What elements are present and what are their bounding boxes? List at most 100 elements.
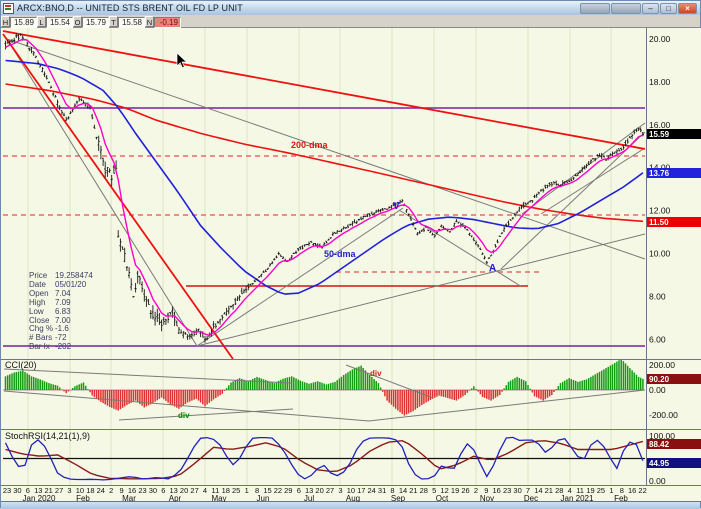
info-row: Bar Ix -202 [29,342,72,352]
stoch-axis-tick: 100.00 [649,431,675,441]
date-axis-tick: 2 [109,486,113,495]
restore-button[interactable]: □ [660,3,677,14]
info-row: Date 05/01/20 [29,279,87,289]
info-row: # Bars -72 [29,333,67,343]
date-axis-tick: 8 [390,486,394,495]
cci-axis-tick: 0.00 [649,385,666,395]
ma50-badge: 13.76 [647,168,701,178]
quote-field-label-H: H [1,16,10,27]
date-axis-tick: 9 [120,486,124,495]
cci-panel-label: CCI(20) [5,360,37,370]
price-axis-tick: 20.00 [649,34,671,44]
titlebar-tool-button-1[interactable] [580,3,610,14]
date-axis-tick: 30 [513,486,521,495]
date-axis-tick: 17 [357,486,365,495]
date-axis-month: Dec [524,494,538,502]
quote-bar: H 15.89 L 15.54 O 15.79 T 15.58 N -0.19 [1,15,700,28]
date-axis-tick: 18 [86,486,94,495]
date-axis-tick: 24 [97,486,105,495]
date-axis-month: Jan 2020 [23,494,56,502]
quote-field-label-O: O [73,16,82,27]
date-axis-tick: 3 [67,486,71,495]
date-axis-tick: 29 [284,486,292,495]
date-axis-tick: 11 [576,486,584,495]
date-axis-tick: 4 [568,486,572,495]
date-axis-tick: 23 [3,486,11,495]
svg-text:90.20: 90.20 [649,375,670,384]
svg-text:11.50: 11.50 [649,218,669,227]
cci-axis-tick: 200.00 [649,360,675,370]
date-axis-tick: 11 [212,486,220,495]
titlebar-tool-button-2[interactable] [611,3,641,14]
date-axis-tick: 5 [432,486,436,495]
date-axis-month: May [211,494,226,502]
date-axis-tick: 21 [409,486,417,495]
date-axis-tick: 8 [620,486,624,495]
date-axis-tick: 30 [13,486,21,495]
cci-badge: 90.20 [647,374,701,384]
ma200-badge: 11.50 [647,217,701,227]
date-axis-tick: 30 [149,486,157,495]
date-axis-tick: 26 [461,486,469,495]
cci-axis-tick: -200.00 [649,410,678,420]
info-row: Price 19.258474 [29,271,93,280]
date-axis-tick: 25 [597,486,605,495]
svg-text:15.59: 15.59 [649,130,670,139]
date-axis-tick: 27 [55,486,63,495]
date-axis-tick: 19 [451,486,459,495]
date-axis-month: Aug [346,494,360,502]
price-axis-tick: 16.00 [649,120,671,130]
date-axis-tick: 13 [305,486,313,495]
date-axis-tick: 8 [255,486,259,495]
stoch-panel-label: StochRSI(14,21(1),9) [5,431,90,441]
date-axis-tick: 3 [338,486,342,495]
date-axis-tick: 24 [368,486,376,495]
date-axis-month: Oct [436,494,449,502]
price-axis-tick: 8.00 [649,291,666,301]
date-axis-month: Nov [480,494,494,502]
stoch-slow-badge: 88.42 [647,439,701,449]
price-axis-tick: 10.00 [649,249,671,259]
date-axis-tick: 6 [297,486,301,495]
price-axis-tick: 6.00 [649,334,666,344]
date-axis-tick: 6 [26,486,30,495]
quote-field-value-O: 15.79 [82,17,109,28]
date-axis-tick: 21 [545,486,553,495]
price-axis-tick: 12.00 [649,206,671,216]
price-axis-tick: 18.00 [649,77,671,87]
date-axis-tick: 10 [347,486,355,495]
quote-field-label-T: T [109,16,118,27]
date-axis-month: Feb [614,494,628,502]
minimize-button[interactable]: – [642,3,659,14]
date-axis-tick: 4 [203,486,207,495]
date-axis-tick: 12 [440,486,448,495]
info-row: Open 7.04 [29,288,71,298]
price-axis-tick: 14.00 [649,163,671,173]
chart-canvas[interactable]: 20.0018.0016.0014.0012.0010.008.006.0020… [1,28,701,502]
date-axis-tick: 22 [274,486,282,495]
quote-field-label-L: L [37,16,46,27]
date-axis-tick: 15 [263,486,271,495]
date-axis-tick: 21 [45,486,53,495]
date-axis-tick: 25 [232,486,240,495]
date-axis-tick: 13 [170,486,178,495]
stoch-axis-tick: 0.00 [649,476,666,486]
annotation-label: V [393,201,400,212]
app-icon [3,2,14,14]
date-axis-tick: 1 [609,486,613,495]
annotation-label: A [489,263,496,274]
date-axis-tick: 27 [190,486,198,495]
annotation-label: div [178,411,190,420]
svg-text:44.95: 44.95 [649,459,670,468]
date-axis-tick: 22 [638,486,646,495]
mouse-cursor [176,52,188,69]
last-price-badge: 15.59 [647,129,701,139]
quote-field-label-N: N [145,16,154,27]
date-axis-tick: 28 [555,486,563,495]
date-axis-tick: 9 [484,486,488,495]
date-axis-tick: 16 [493,486,501,495]
quote-field-value-T: 15.58 [118,17,145,28]
close-button[interactable]: × [678,3,697,14]
annotation-label: 50-dma [324,249,357,259]
